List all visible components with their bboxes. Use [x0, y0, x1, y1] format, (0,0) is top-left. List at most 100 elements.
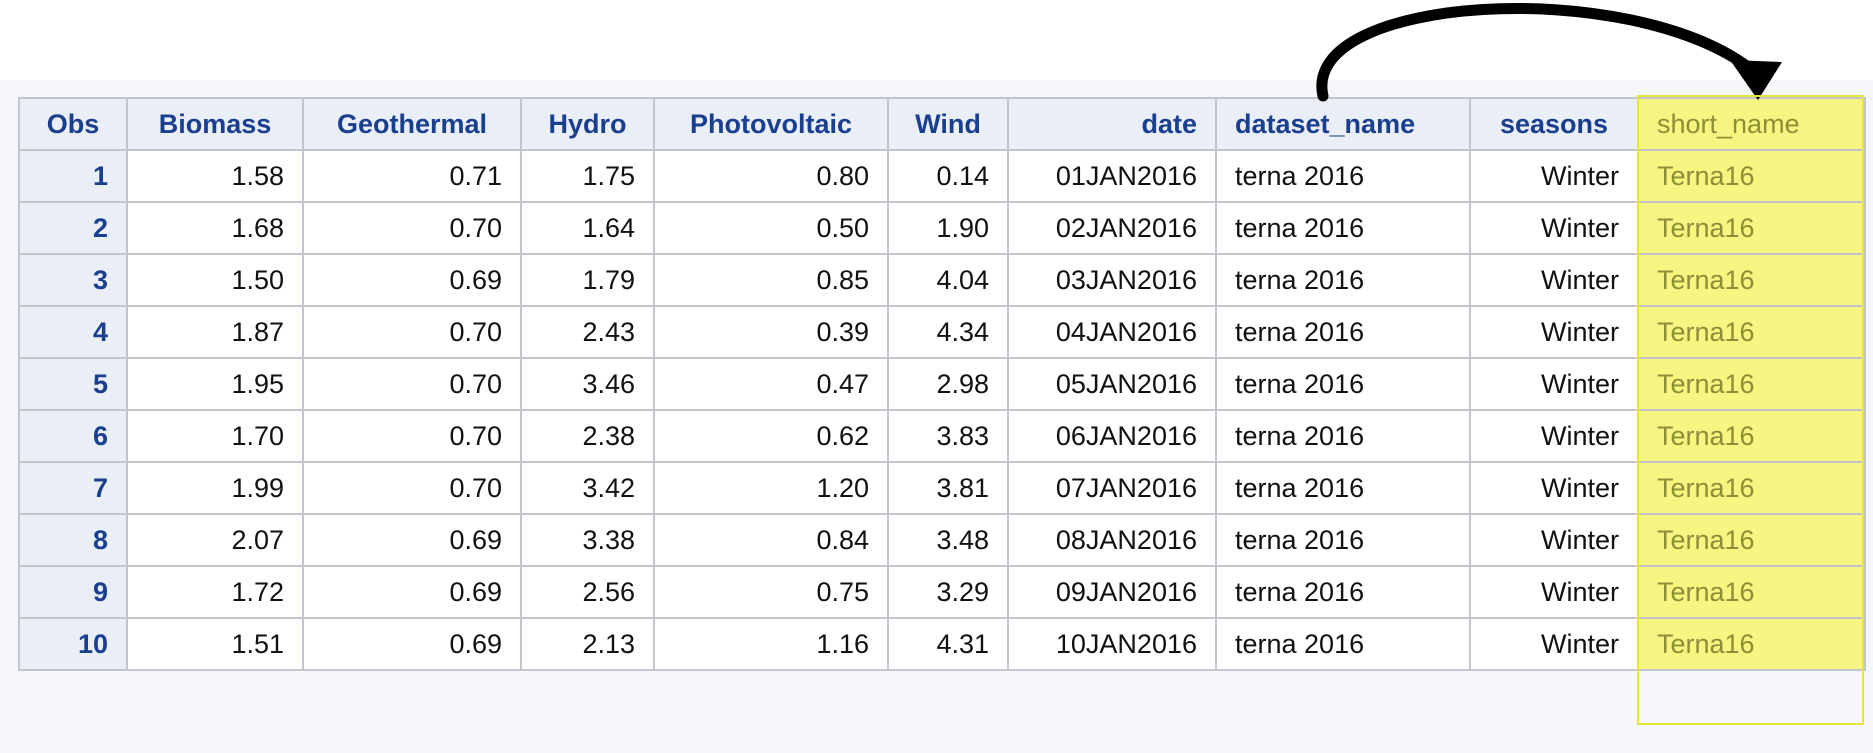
cell-photovoltaic: 0.84	[653, 513, 889, 567]
cell-wind: 3.29	[887, 565, 1009, 619]
table-row[interactable]: 9 1.72 0.69 2.56 0.75 3.29 09JAN2016 terna 2016…	[18, 565, 1866, 619]
cell-short-name: Terna16	[1637, 565, 1866, 619]
cell-hydro: 3.42	[520, 461, 655, 515]
cell-short-name: Terna16	[1637, 305, 1866, 359]
cell-date: 03JAN2016	[1007, 253, 1217, 307]
cell-hydro: 2.38	[520, 409, 655, 463]
cell-geothermal: 0.69	[302, 253, 522, 307]
cell-photovoltaic: 0.75	[653, 565, 889, 619]
cell-geothermal: 0.70	[302, 357, 522, 411]
cell-dataset-name: terna 2016	[1215, 253, 1471, 307]
cell-obs: 10	[18, 617, 128, 671]
table-row[interactable]: 3 1.50 0.69 1.79 0.85 4.04 03JAN2016 terna 2016…	[18, 253, 1866, 307]
column-header-photovoltaic[interactable]: Photovoltaic	[653, 97, 889, 151]
column-header-seasons[interactable]: seasons	[1469, 97, 1639, 151]
table-row[interactable]: 8 2.07 0.69 3.38 0.84 3.48 08JAN2016 terna 2016…	[18, 513, 1866, 567]
curved-arrow-icon	[1316, 2, 1782, 102]
cell-obs: 9	[18, 565, 128, 619]
cell-geothermal: 0.69	[302, 513, 522, 567]
curved-arrow-head	[1730, 60, 1782, 100]
cell-seasons: Winter	[1469, 305, 1639, 359]
column-header-dataset-name[interactable]: dataset_name	[1215, 97, 1471, 151]
cell-hydro: 3.38	[520, 513, 655, 567]
cell-dataset-name: terna 2016	[1215, 565, 1471, 619]
cell-hydro: 2.43	[520, 305, 655, 359]
cell-geothermal: 0.70	[302, 409, 522, 463]
column-header-short-name[interactable]: short_name	[1637, 97, 1866, 151]
table-row[interactable]: 10 1.51 0.69 2.13 1.16 4.31 10JAN2016 terna 201…	[18, 617, 1866, 671]
cell-dataset-name: terna 2016	[1215, 461, 1471, 515]
cell-seasons: Winter	[1469, 357, 1639, 411]
cell-hydro: 1.64	[520, 201, 655, 255]
cell-wind: 0.14	[887, 149, 1009, 203]
cell-photovoltaic: 0.80	[653, 149, 889, 203]
cell-geothermal: 0.70	[302, 201, 522, 255]
cell-biomass: 1.87	[126, 305, 304, 359]
cell-wind: 4.31	[887, 617, 1009, 671]
cell-obs: 1	[18, 149, 128, 203]
cell-short-name: Terna16	[1637, 461, 1866, 515]
cell-obs: 6	[18, 409, 128, 463]
cell-short-name: Terna16	[1637, 149, 1866, 203]
column-header-biomass[interactable]: Biomass	[126, 97, 304, 151]
cell-hydro: 2.56	[520, 565, 655, 619]
cell-dataset-name: terna 2016	[1215, 149, 1471, 203]
cell-hydro: 1.79	[520, 253, 655, 307]
table-row[interactable]: 6 1.70 0.70 2.38 0.62 3.83 06JAN2016 terna 2016…	[18, 409, 1866, 463]
cell-date: 04JAN2016	[1007, 305, 1217, 359]
cell-biomass: 1.72	[126, 565, 304, 619]
cell-biomass: 1.58	[126, 149, 304, 203]
cell-short-name: Terna16	[1637, 201, 1866, 255]
cell-wind: 3.48	[887, 513, 1009, 567]
cell-obs: 2	[18, 201, 128, 255]
cell-obs: 4	[18, 305, 128, 359]
cell-geothermal: 0.69	[302, 565, 522, 619]
cell-hydro: 2.13	[520, 617, 655, 671]
cell-geothermal: 0.70	[302, 461, 522, 515]
cell-date: 10JAN2016	[1007, 617, 1217, 671]
cell-wind: 3.83	[887, 409, 1009, 463]
cell-biomass: 1.70	[126, 409, 304, 463]
cell-biomass: 2.07	[126, 513, 304, 567]
table-row[interactable]: 4 1.87 0.70 2.43 0.39 4.34 04JAN2016 terna 2016…	[18, 305, 1866, 359]
cell-photovoltaic: 0.39	[653, 305, 889, 359]
column-header-wind[interactable]: Wind	[887, 97, 1009, 151]
cell-dataset-name: terna 2016	[1215, 201, 1471, 255]
cell-wind: 1.90	[887, 201, 1009, 255]
column-header-hydro[interactable]: Hydro	[520, 97, 655, 151]
cell-photovoltaic: 0.50	[653, 201, 889, 255]
cell-seasons: Winter	[1469, 565, 1639, 619]
column-header-obs[interactable]: Obs	[18, 97, 128, 151]
cell-date: 01JAN2016	[1007, 149, 1217, 203]
cell-date: 08JAN2016	[1007, 513, 1217, 567]
cell-date: 09JAN2016	[1007, 565, 1217, 619]
table-row[interactable]: 5 1.95 0.70 3.46 0.47 2.98 05JAN2016 terna 2016…	[18, 357, 1866, 411]
cell-seasons: Winter	[1469, 513, 1639, 567]
column-header-geothermal[interactable]: Geothermal	[302, 97, 522, 151]
cell-short-name: Terna16	[1637, 409, 1866, 463]
cell-date: 05JAN2016	[1007, 357, 1217, 411]
cell-photovoltaic: 0.47	[653, 357, 889, 411]
cell-date: 07JAN2016	[1007, 461, 1217, 515]
cell-photovoltaic: 1.16	[653, 617, 889, 671]
cell-hydro: 1.75	[520, 149, 655, 203]
cell-obs: 7	[18, 461, 128, 515]
cell-wind: 2.98	[887, 357, 1009, 411]
cell-short-name: Terna16	[1637, 253, 1866, 307]
cell-photovoltaic: 0.85	[653, 253, 889, 307]
cell-wind: 4.04	[887, 253, 1009, 307]
cell-geothermal: 0.70	[302, 305, 522, 359]
table-row[interactable]: 1 1.58 0.71 1.75 0.80 0.14 01JAN2016 terna 2016…	[18, 149, 1866, 203]
column-header-date[interactable]: date	[1007, 97, 1217, 151]
cell-biomass: 1.68	[126, 201, 304, 255]
table-row[interactable]: 2 1.68 0.70 1.64 0.50 1.90 02JAN2016 terna 2016…	[18, 201, 1866, 255]
cell-dataset-name: terna 2016	[1215, 357, 1471, 411]
cell-biomass: 1.95	[126, 357, 304, 411]
table-body: 1 1.58 0.71 1.75 0.80 0.14 01JAN2016 terna 2016…	[18, 149, 1866, 671]
cell-seasons: Winter	[1469, 617, 1639, 671]
table-row[interactable]: 7 1.99 0.70 3.42 1.20 3.81 07JAN2016 terna 2016…	[18, 461, 1866, 515]
header-row: Obs Biomass Geothermal Hydro Photovoltai…	[18, 97, 1866, 151]
cell-dataset-name: terna 2016	[1215, 305, 1471, 359]
cell-date: 06JAN2016	[1007, 409, 1217, 463]
